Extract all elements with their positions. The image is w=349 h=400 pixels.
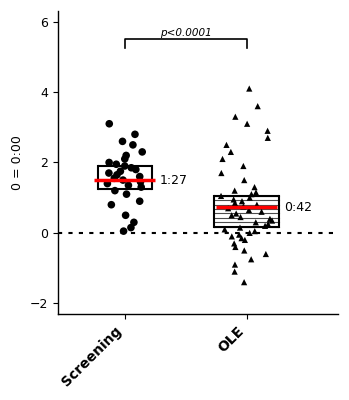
Point bbox=[138, 179, 143, 185]
Point bbox=[232, 188, 237, 194]
Point bbox=[123, 152, 129, 159]
Point bbox=[240, 203, 246, 210]
Point bbox=[244, 120, 250, 127]
Point bbox=[265, 135, 270, 141]
Point bbox=[269, 217, 275, 224]
Point bbox=[238, 214, 243, 220]
Point bbox=[228, 149, 233, 155]
Point bbox=[128, 224, 134, 231]
Point bbox=[106, 159, 112, 166]
Point bbox=[231, 240, 237, 247]
Point bbox=[247, 194, 252, 201]
Point bbox=[232, 268, 237, 275]
Point bbox=[247, 230, 252, 236]
Point bbox=[137, 198, 142, 204]
Point bbox=[126, 182, 131, 188]
Point bbox=[222, 226, 228, 232]
Point bbox=[231, 196, 236, 203]
Point bbox=[232, 200, 238, 206]
Point bbox=[133, 166, 139, 173]
Point bbox=[252, 228, 258, 234]
Point bbox=[218, 193, 224, 199]
Point bbox=[118, 168, 123, 174]
Y-axis label: 0 = 0:00: 0 = 0:00 bbox=[11, 135, 24, 190]
Point bbox=[121, 228, 126, 234]
Point bbox=[265, 221, 271, 227]
Point bbox=[109, 202, 114, 208]
Text: 1:27: 1:27 bbox=[160, 174, 188, 186]
Point bbox=[122, 163, 127, 169]
Point bbox=[124, 191, 129, 197]
Point bbox=[242, 237, 248, 243]
Point bbox=[255, 103, 260, 109]
Point bbox=[229, 233, 235, 240]
Point bbox=[263, 251, 269, 257]
Point bbox=[137, 173, 142, 180]
Text: 0:42: 0:42 bbox=[284, 201, 312, 214]
Point bbox=[239, 198, 245, 204]
Point bbox=[232, 114, 238, 120]
Point bbox=[246, 85, 252, 92]
Point bbox=[120, 138, 125, 144]
Point bbox=[267, 216, 273, 222]
Point bbox=[112, 188, 118, 194]
Point bbox=[242, 247, 247, 254]
Point bbox=[232, 261, 238, 268]
Point bbox=[237, 224, 243, 231]
Point bbox=[233, 210, 239, 217]
Point bbox=[105, 180, 110, 187]
Point bbox=[220, 156, 225, 162]
Point bbox=[130, 142, 136, 148]
Point bbox=[111, 175, 117, 182]
Point bbox=[123, 212, 128, 218]
Point bbox=[265, 128, 270, 134]
Point bbox=[218, 170, 224, 176]
Point bbox=[122, 156, 128, 162]
Point bbox=[253, 189, 259, 196]
Point bbox=[113, 161, 119, 168]
Point bbox=[139, 149, 145, 155]
Point bbox=[229, 212, 235, 218]
Point bbox=[132, 131, 138, 138]
Text: p<0.0001: p<0.0001 bbox=[160, 28, 211, 38]
Point bbox=[252, 184, 257, 190]
Point bbox=[106, 120, 112, 127]
Point bbox=[114, 172, 120, 178]
Point bbox=[232, 244, 238, 250]
Point bbox=[248, 191, 254, 197]
Point bbox=[262, 223, 268, 229]
Point bbox=[254, 202, 260, 208]
Point bbox=[225, 205, 231, 212]
Point bbox=[128, 164, 134, 171]
Point bbox=[246, 207, 252, 213]
Point bbox=[242, 177, 247, 183]
Point bbox=[106, 170, 112, 176]
Point bbox=[241, 279, 247, 285]
Point bbox=[253, 219, 259, 226]
Point bbox=[236, 232, 242, 238]
Point bbox=[224, 142, 229, 148]
Point bbox=[120, 177, 126, 183]
Point bbox=[239, 235, 244, 241]
Point bbox=[139, 184, 144, 190]
Point bbox=[240, 163, 246, 169]
Point bbox=[259, 208, 264, 215]
Point bbox=[248, 256, 254, 262]
Point bbox=[131, 219, 137, 226]
